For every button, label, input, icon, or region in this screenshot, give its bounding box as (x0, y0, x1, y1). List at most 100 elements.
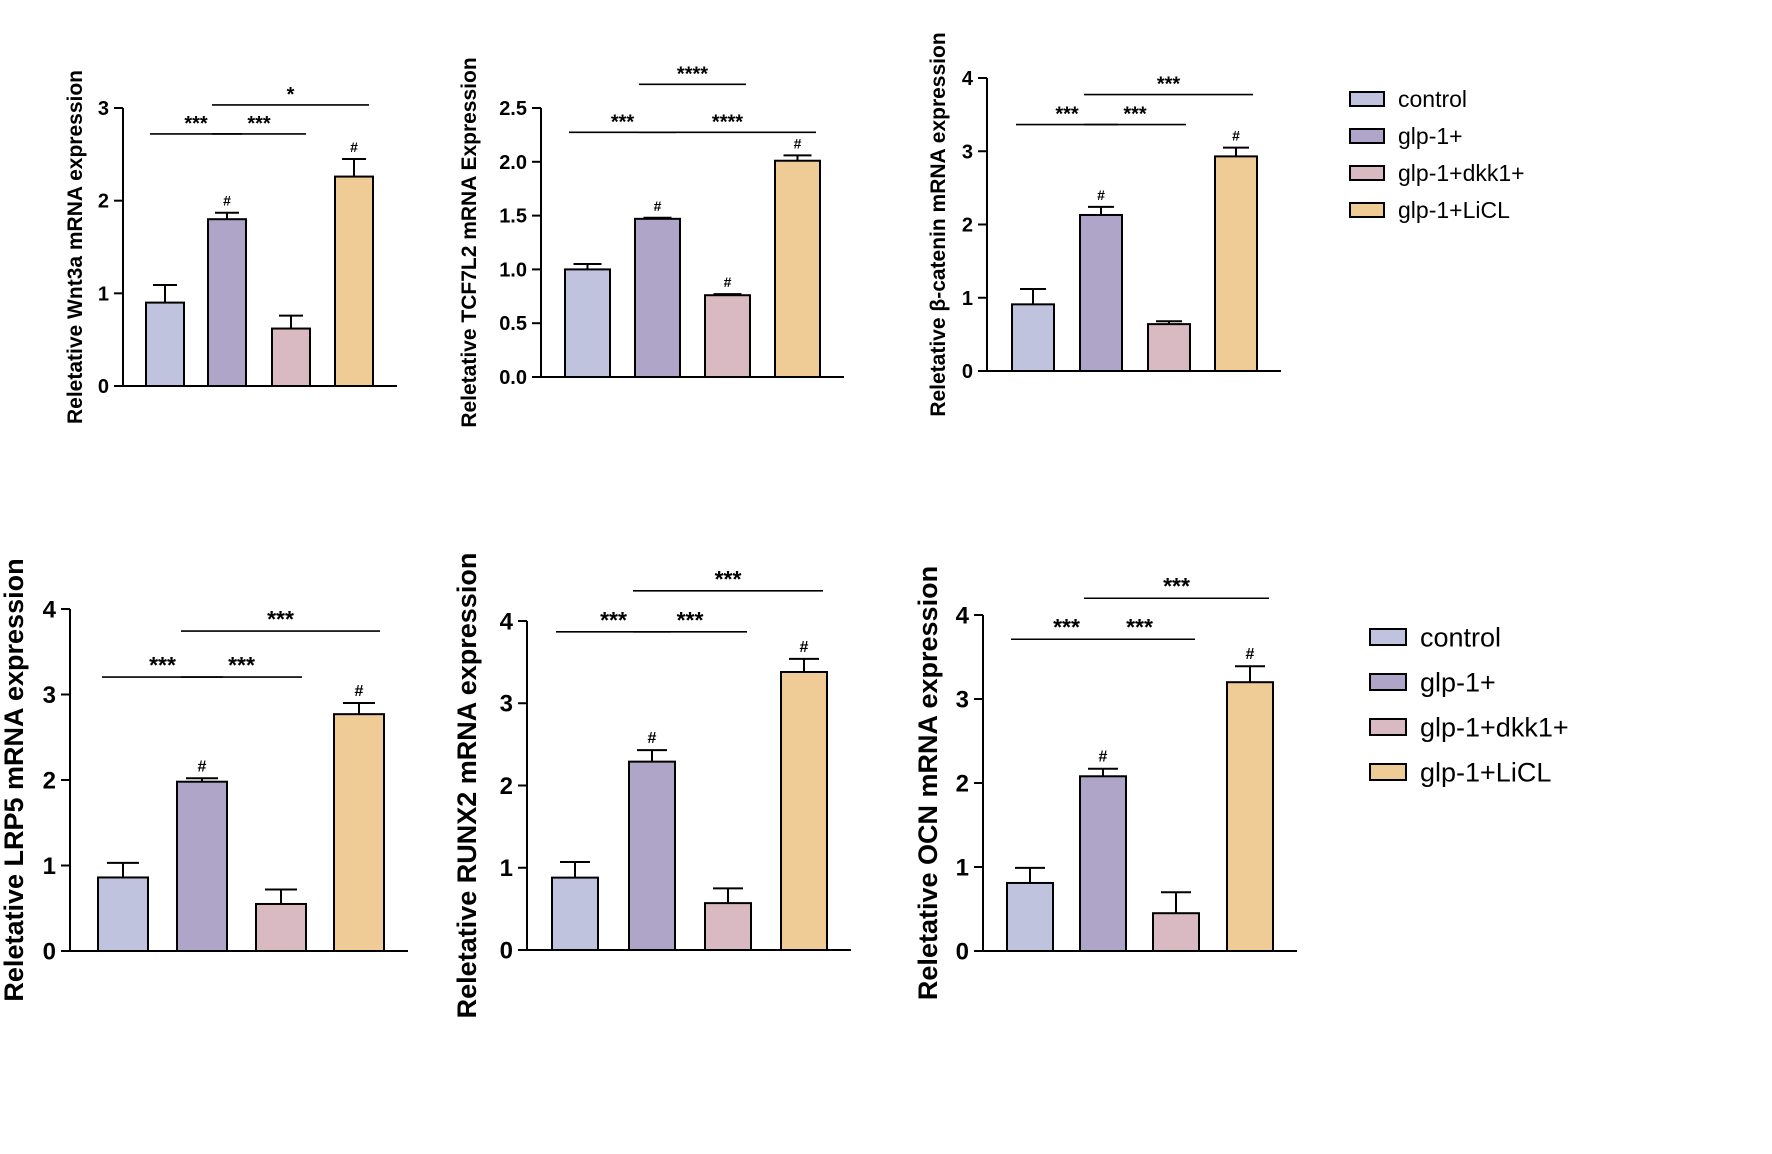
hash-mark: # (654, 198, 662, 214)
legend-swatch (1349, 91, 1385, 107)
bar-glp1-dkk1 (271, 327, 311, 387)
y-tick-label: 2.0 (499, 152, 527, 174)
bar-control (1011, 303, 1055, 372)
y-axis-title: Reletative RUNX2 mRNA expression (452, 553, 482, 1019)
bar-glp1-dkk1 (704, 294, 751, 378)
hash-mark: # (1099, 749, 1108, 766)
hash-mark: # (648, 730, 657, 747)
chart-panel-4: 0 1 2 3 4 Reletative LRP5 mRNA expression # # **… (0, 558, 408, 1002)
significance-label: *** (677, 607, 704, 633)
legend-1: control glp-1+ glp-1+dkk1+ glp-1+LiCL (1349, 86, 1525, 223)
y-tick-label: 2 (98, 191, 109, 213)
y-axis-title: Reletative LRP5 mRNA expression (0, 558, 29, 1001)
significance-label: **** (677, 63, 708, 85)
legend-item: glp-1+ (1349, 123, 1463, 149)
legend-label: glp-1+ (1398, 123, 1463, 149)
bar-glp1-licl (334, 175, 374, 387)
bar-glp1-licl (1226, 681, 1274, 952)
y-tick-label: 0.0 (499, 367, 527, 389)
significance-label: **** (712, 111, 743, 133)
significance-label: *** (1053, 614, 1080, 640)
chart-panel-5: 0 1 2 3 4 Reletative RUNX2 mRNA expression # # *… (452, 553, 851, 1019)
bar-glp1-licl (333, 713, 385, 952)
y-tick-label: 0 (962, 361, 973, 383)
chart-panel-3: 0 1 2 3 4 Reletative β-catenin mRNA expressio… (927, 32, 1281, 417)
hash-mark: # (794, 135, 802, 151)
legend-swatch (1369, 673, 1407, 691)
hash-mark: # (198, 758, 207, 775)
y-tick-label: 1 (962, 288, 973, 310)
bar-glp1-dkk1 (1147, 323, 1191, 372)
y-tick-label: 1 (500, 855, 513, 882)
bar-glp1 (634, 217, 681, 378)
y-tick-label: 3 (962, 141, 973, 163)
hash-mark: # (350, 139, 358, 155)
y-tick-label: 1 (956, 854, 969, 881)
significance-label: *** (1123, 104, 1147, 126)
legend-swatch (1349, 202, 1385, 218)
significance-label: *** (1163, 573, 1190, 599)
bar-glp1 (1079, 775, 1127, 953)
y-tick-label: 4 (43, 596, 57, 623)
y-tick-label: 3 (500, 691, 513, 718)
legend-item: control (1349, 86, 1467, 112)
significance-label: * (287, 84, 295, 106)
legend-label: glp-1+dkk1+ (1398, 160, 1525, 186)
y-tick-label: 3 (43, 682, 56, 709)
legend-item: glp-1+dkk1+ (1349, 160, 1525, 186)
hash-mark: # (1097, 187, 1105, 203)
y-tick-label: 1 (43, 853, 56, 880)
legend-label: glp-1+dkk1+ (1420, 712, 1569, 742)
y-axis-title: Reletative β-catenin mRNA expression (927, 32, 950, 416)
bar-control (97, 876, 149, 952)
legend-swatch (1369, 763, 1407, 781)
y-tick-label: 0 (43, 938, 56, 965)
y-tick-label: 1.5 (499, 206, 527, 228)
bar-glp1-licl (780, 670, 828, 951)
y-tick-label: 0 (956, 938, 969, 965)
legend-swatch (1369, 628, 1407, 646)
y-tick-label: 4 (500, 608, 514, 635)
y-tick-label: 4 (956, 602, 970, 629)
legend-item: glp-1+LiCL (1349, 197, 1510, 223)
bar-glp1 (1079, 213, 1123, 372)
bar-glp1-licl (774, 159, 821, 378)
significance-label: *** (611, 111, 635, 133)
bar-control (1006, 881, 1054, 953)
significance-label: *** (715, 566, 742, 592)
significance-label: *** (1126, 614, 1153, 640)
y-tick-label: 2.5 (499, 98, 527, 120)
y-tick-label: 0 (98, 376, 109, 398)
bar-glp1 (176, 780, 228, 953)
significance-label: *** (1157, 74, 1181, 96)
significance-label: *** (600, 607, 627, 633)
bar-control (564, 268, 611, 378)
y-tick-label: 2 (500, 773, 513, 800)
hash-mark: # (1232, 128, 1240, 144)
y-tick-label: 0 (500, 937, 513, 964)
bar-glp1 (628, 760, 676, 952)
bar-glp1-licl (1214, 155, 1258, 372)
y-axis-title: Reletative OCN mRNA expression (913, 566, 943, 1000)
y-tick-label: 2 (956, 770, 969, 797)
hash-mark: # (223, 193, 231, 209)
legend-swatch (1369, 718, 1407, 736)
hash-mark: # (1246, 646, 1255, 663)
y-tick-label: 2 (962, 215, 973, 237)
y-axis-title: Reletative Wnt3a mRNA expression (64, 70, 87, 424)
legend-label: control (1420, 622, 1501, 652)
significance-label: *** (267, 606, 294, 632)
y-axis-title: Reletative TCF7L2 mRNA Expression (458, 57, 481, 427)
y-tick-label: 2 (43, 767, 56, 794)
y-tick-label: 1.0 (499, 259, 527, 281)
bar-control (145, 301, 185, 388)
bar-glp1-dkk1 (1152, 912, 1200, 953)
legend-item: glp-1+ (1369, 667, 1496, 697)
y-tick-label: 3 (956, 686, 969, 713)
hash-mark: # (355, 683, 364, 700)
legend-2: control glp-1+ glp-1+dkk1+ glp-1+LiCL (1369, 622, 1569, 787)
legend-swatch (1349, 165, 1385, 181)
legend-label: glp-1+LiCL (1420, 757, 1551, 787)
legend-label: glp-1+LiCL (1398, 197, 1510, 223)
